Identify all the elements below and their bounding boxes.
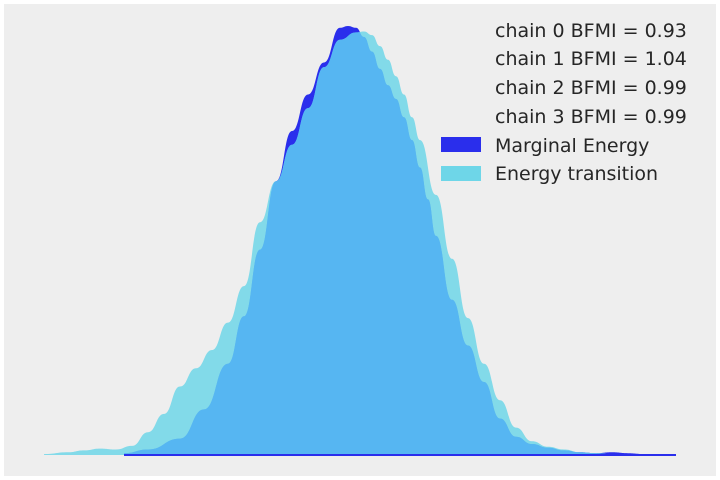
area-series-group [44, 26, 676, 456]
bfmi-chain-2: chain 2 BFMI = 0.99 [495, 77, 687, 99]
legend-label-energy-transition: Energy transition [495, 163, 658, 185]
legend-swatch-marginal-energy [441, 137, 481, 152]
legend-label-marginal-energy: Marginal Energy [495, 135, 649, 157]
area-overlap [124, 31, 644, 455]
bfmi-chain-3: chain 3 BFMI = 0.99 [495, 106, 687, 128]
legend: chain 0 BFMI = 0.93 chain 1 BFMI = 1.04 … [441, 20, 687, 185]
bfmi-chain-0: chain 0 BFMI = 0.93 [495, 20, 687, 42]
bfmi-chain-1: chain 1 BFMI = 1.04 [495, 48, 687, 70]
legend-swatch-energy-transition [441, 166, 481, 181]
